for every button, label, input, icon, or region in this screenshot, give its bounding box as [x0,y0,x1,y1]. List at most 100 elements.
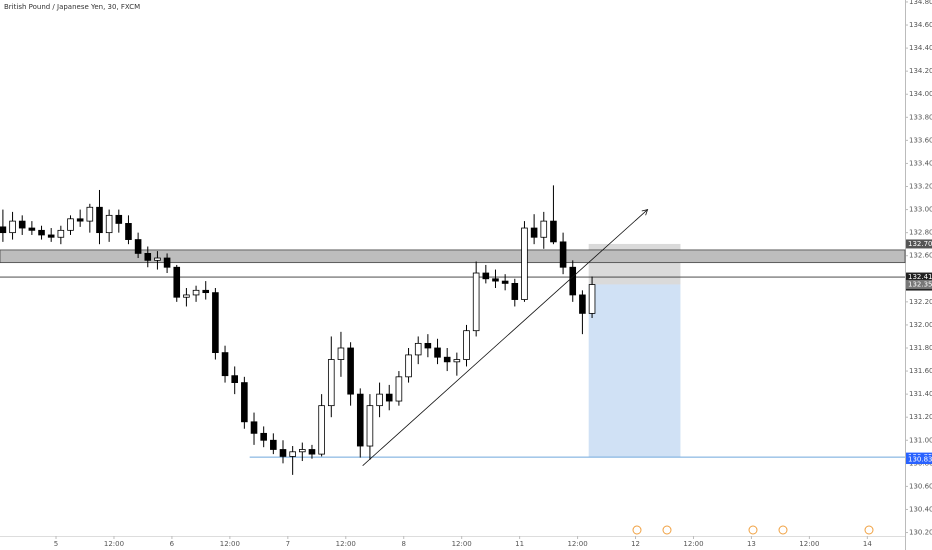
price-label-bg [906,279,932,289]
candle-body [192,289,200,296]
candle-body [67,218,74,231]
y-tick-label: 131.600 [909,367,932,375]
candle-body [173,266,181,298]
x-tick-label: 6 [170,540,175,548]
chart-title: British Pound / Japanese Yen, 30, FXCM [4,3,140,11]
candle-body [434,347,441,358]
price-label: 130.833 [908,456,932,464]
price-label: 132.415 [908,273,932,281]
y-tick-label: 130.200 [909,529,932,537]
candle-body [424,342,432,349]
y-tick-label: 132.000 [909,321,932,329]
y-tick-label: 134.800 [909,0,932,6]
candle-body [115,214,123,224]
x-tick-label: 12:00 [104,540,124,548]
price-label-bg [906,272,932,282]
x-tick-label: 12:00 [452,540,472,548]
candle-body [588,284,596,314]
trendline [362,209,648,466]
candle-body [395,376,403,402]
event-marker [748,525,758,535]
trendline-arrow [641,209,649,216]
candle-body [57,229,65,238]
event-marker [662,525,672,535]
event-markers [632,525,874,535]
y-tick-label: 130.600 [909,482,932,490]
candle-body [241,382,248,423]
candle-body [318,405,325,455]
candle-body [105,214,113,234]
candle-body [385,393,393,402]
y-tick-label: 131.200 [909,413,932,421]
y-tick-label: 133.200 [909,183,932,191]
candle-body [134,239,142,254]
y-tick-label: 134.200 [909,67,932,75]
x-tick-label: 11 [515,540,524,548]
candle-body [125,223,132,240]
candle-body [28,227,36,231]
candle-body [347,347,354,395]
candle-body [154,257,161,261]
x-tick-label: 14 [863,540,872,548]
x-tick-label: 13 [747,540,756,548]
target-zone [588,284,681,458]
candle-body [492,278,499,282]
candle-body [443,356,451,363]
candle-body [501,280,509,284]
candle-body [47,234,55,238]
candle-body [76,218,84,222]
candle-body [38,229,45,236]
candle-body [482,272,490,280]
y-tick-label: 131.400 [909,390,932,398]
candle-body [9,220,16,234]
y-tick-label: 132.600 [909,252,932,260]
y-tick-label: 131.800 [909,344,932,352]
candle-body [250,421,258,434]
candle-body [453,359,461,363]
price-label: 132.351 [908,280,932,288]
candle-body [559,241,567,268]
candle-body [308,449,316,455]
candle-body [212,292,219,354]
y-tick-label: 131.000 [909,436,932,444]
candle-body [550,220,557,243]
y-tick-label: 130.400 [909,505,932,513]
candle-body [279,449,287,457]
x-tick-label: 12:00 [220,540,240,548]
candle-body [18,220,26,229]
x-tick-label: 8 [401,540,405,548]
x-tick-label: 5 [54,540,58,548]
candle-body [144,253,152,261]
candle-body [96,206,103,234]
y-tick-label: 132.800 [909,229,932,237]
y-tick-label: 134.000 [909,90,932,98]
y-tick-label: 134.400 [909,44,932,52]
candle-body [540,220,548,238]
event-marker [632,525,642,535]
y-tick-label: 133.400 [909,159,932,167]
candle-body [327,359,335,407]
candle-body [270,439,277,450]
candle-body [221,352,229,377]
candle-body [414,342,422,356]
y-tick-label: 133.800 [909,113,932,121]
price-label-bg [906,239,932,249]
candle-body [356,393,364,447]
x-tick-label: 12:00 [683,540,703,548]
price-label: 132.702 [908,240,932,248]
candle-body [463,330,470,360]
candle-body [163,257,171,268]
candle-body [366,405,374,447]
x-tick-label: 12 [631,540,640,548]
y-tick-label: 134.600 [909,21,932,29]
candle-body [579,294,586,314]
candle-body [521,227,528,300]
x-tick-label: 7 [286,540,290,548]
event-marker [864,525,874,535]
candle-body [289,451,296,457]
candle-body [86,206,94,222]
candle-body [202,289,210,294]
y-tick-label: 133.600 [909,136,932,144]
